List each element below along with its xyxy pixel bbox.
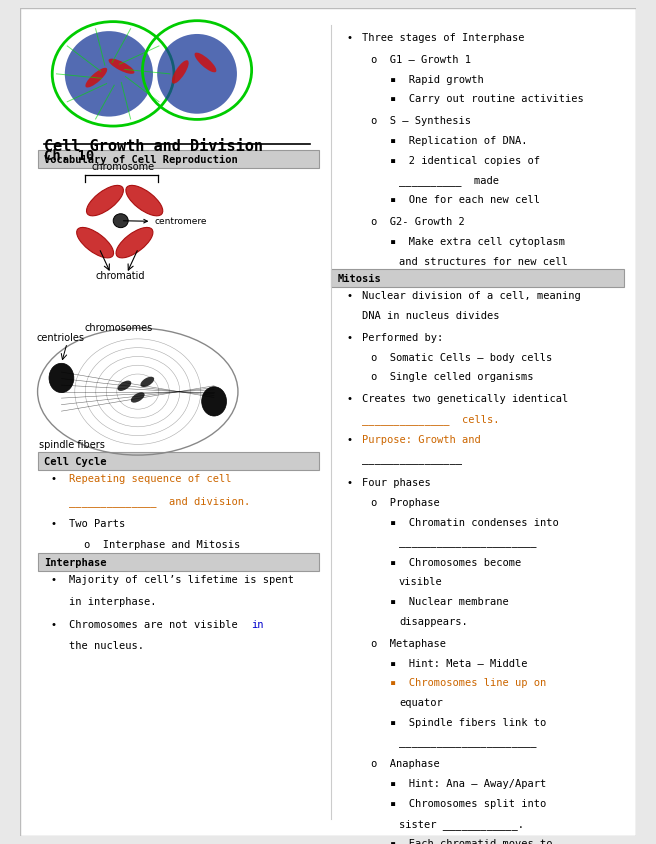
Text: in: in [251,619,264,630]
Ellipse shape [157,34,237,114]
Text: ▪  Nuclear membrane: ▪ Nuclear membrane [390,598,508,608]
Text: Creates two genetically identical: Creates two genetically identical [362,394,568,404]
Text: centrioles: centrioles [37,333,85,343]
Text: Performed by:: Performed by: [362,333,443,343]
Text: and structures for new cell: and structures for new cell [399,257,567,267]
Text: chromatid: chromatid [95,271,144,281]
Text: o  Single celled organisms: o Single celled organisms [371,372,534,382]
Text: ▪  One for each new cell: ▪ One for each new cell [390,195,540,205]
FancyBboxPatch shape [20,8,636,836]
Text: Repeating sequence of cell: Repeating sequence of cell [69,474,232,484]
Text: centromere: centromere [123,218,207,226]
Text: ▪  Rapid growth: ▪ Rapid growth [390,74,483,84]
Text: ▪  Chromosomes line up on: ▪ Chromosomes line up on [390,679,546,689]
Text: disappears.: disappears. [399,617,468,627]
FancyBboxPatch shape [38,452,319,470]
Ellipse shape [172,60,189,84]
Text: ▪  Hint: Ana – Away/Apart: ▪ Hint: Ana – Away/Apart [390,779,546,789]
Text: ▪  Hint: Meta – Middle: ▪ Hint: Meta – Middle [390,658,527,668]
Text: __________  made: __________ made [399,176,499,187]
Text: o  S – Synthesis: o S – Synthesis [371,116,471,126]
Text: o  Interphase and Mitosis: o Interphase and Mitosis [85,540,241,550]
FancyBboxPatch shape [331,269,624,287]
Text: ________________: ________________ [362,455,462,465]
Text: o  G1 – Growth 1: o G1 – Growth 1 [371,55,471,65]
Text: Four phases: Four phases [362,479,431,488]
Text: Two Parts: Two Parts [69,519,125,529]
Text: •: • [346,394,352,404]
Text: the nucleus.: the nucleus. [69,641,144,652]
Text: •: • [346,33,352,43]
Ellipse shape [108,58,134,74]
FancyBboxPatch shape [38,553,319,571]
Circle shape [113,214,128,228]
Ellipse shape [87,186,123,216]
Text: visible: visible [399,577,443,587]
Text: ▪  Replication of DNA.: ▪ Replication of DNA. [390,136,527,146]
Text: •: • [346,333,352,343]
Ellipse shape [65,31,153,116]
Text: •: • [346,479,352,488]
Text: Ch. 10: Ch. 10 [45,149,94,163]
Ellipse shape [201,387,226,416]
Ellipse shape [116,227,153,258]
Text: •: • [346,436,352,446]
Text: Three stages of Interphase: Three stages of Interphase [362,33,524,43]
Text: spindle fibers: spindle fibers [39,441,104,450]
Text: ▪  2 identical copies of: ▪ 2 identical copies of [390,155,540,165]
Text: o  Metaphase: o Metaphase [371,639,446,649]
Text: Chromosomes are not visible: Chromosomes are not visible [69,619,244,630]
Text: ▪  Make extra cell cytoplasm: ▪ Make extra cell cytoplasm [390,236,565,246]
Text: equator: equator [399,698,443,708]
Ellipse shape [131,392,144,403]
Text: chromosome: chromosome [91,161,154,171]
Text: •: • [346,291,352,301]
Text: ______________________: ______________________ [399,538,537,548]
Text: •: • [51,519,56,529]
Text: DNA in nucleus divides: DNA in nucleus divides [362,311,499,322]
Ellipse shape [126,186,163,216]
Text: ______________  and division.: ______________ and division. [69,495,250,506]
Text: •: • [51,575,56,585]
Ellipse shape [77,227,113,258]
Text: Cell Growth and Division: Cell Growth and Division [45,139,263,154]
Text: Vocabulary of Cell Reproduction: Vocabulary of Cell Reproduction [45,154,238,165]
Text: Mitosis: Mitosis [337,274,381,284]
Text: ▪  Chromosomes split into: ▪ Chromosomes split into [390,799,546,809]
Ellipse shape [49,363,74,392]
Text: •: • [51,619,56,630]
Text: o  Prophase: o Prophase [371,498,440,508]
Ellipse shape [195,52,216,73]
Text: ______________________: ______________________ [399,738,537,748]
Text: Cell Cycle: Cell Cycle [45,457,107,467]
Text: in interphase.: in interphase. [69,597,157,607]
Text: ▪  Carry out routine activities: ▪ Carry out routine activities [390,95,583,105]
Text: Nuclear division of a cell, meaning: Nuclear division of a cell, meaning [362,291,581,301]
Text: ______________  cells.: ______________ cells. [362,414,499,425]
Text: sister ____________.: sister ____________. [399,819,524,830]
Text: o  Anaphase: o Anaphase [371,760,440,770]
Text: ▪  Spindle fibers link to: ▪ Spindle fibers link to [390,718,546,728]
Text: Purpose: Growth and: Purpose: Growth and [362,436,481,446]
Text: chromosomes: chromosomes [85,323,153,333]
Text: o  G2- Growth 2: o G2- Growth 2 [371,217,465,227]
Ellipse shape [85,68,107,88]
Text: Majority of cell’s lifetime is spent: Majority of cell’s lifetime is spent [69,575,294,585]
Text: ▪  Chromatin condenses into: ▪ Chromatin condenses into [390,518,558,528]
Ellipse shape [117,381,131,391]
Text: ▪  Each chromatid moves to: ▪ Each chromatid moves to [390,839,552,844]
Text: •: • [51,474,56,484]
Text: Interphase: Interphase [45,558,107,568]
Text: o  Somatic Cells – body cells: o Somatic Cells – body cells [371,353,552,363]
Ellipse shape [140,376,154,387]
Text: ▪  Chromosomes become: ▪ Chromosomes become [390,558,521,568]
FancyBboxPatch shape [38,150,319,168]
